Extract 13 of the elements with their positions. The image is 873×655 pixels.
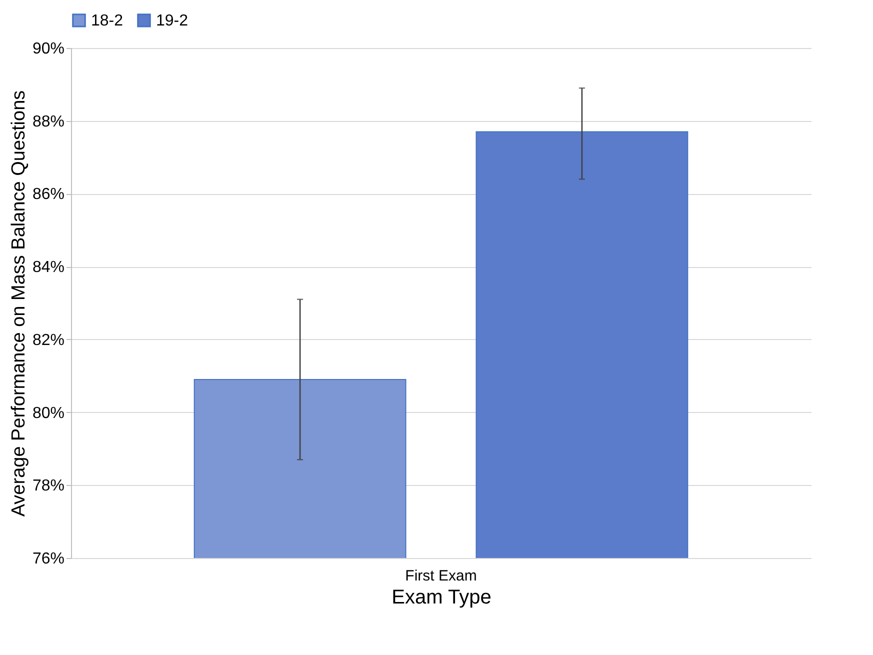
x-tick-label: First Exam [405, 568, 477, 584]
y-tick-label: 82% [32, 332, 64, 349]
y-axis-title: Average Performance on Mass Balance Questions [8, 90, 30, 517]
y-tick-label: 80% [32, 404, 64, 422]
legend-label: 19-2 [156, 12, 188, 30]
y-tick-label: 90% [32, 40, 64, 58]
y-tick-label: 78% [32, 478, 64, 495]
legend-label: 18-2 [91, 12, 124, 30]
y-tick-label: 86% [32, 186, 64, 204]
y-tick-label: 84% [32, 259, 64, 276]
y-tick-label: 88% [32, 113, 64, 130]
x-axis-title: Exam Type [392, 586, 492, 608]
y-tick-label: 76% [32, 550, 64, 568]
